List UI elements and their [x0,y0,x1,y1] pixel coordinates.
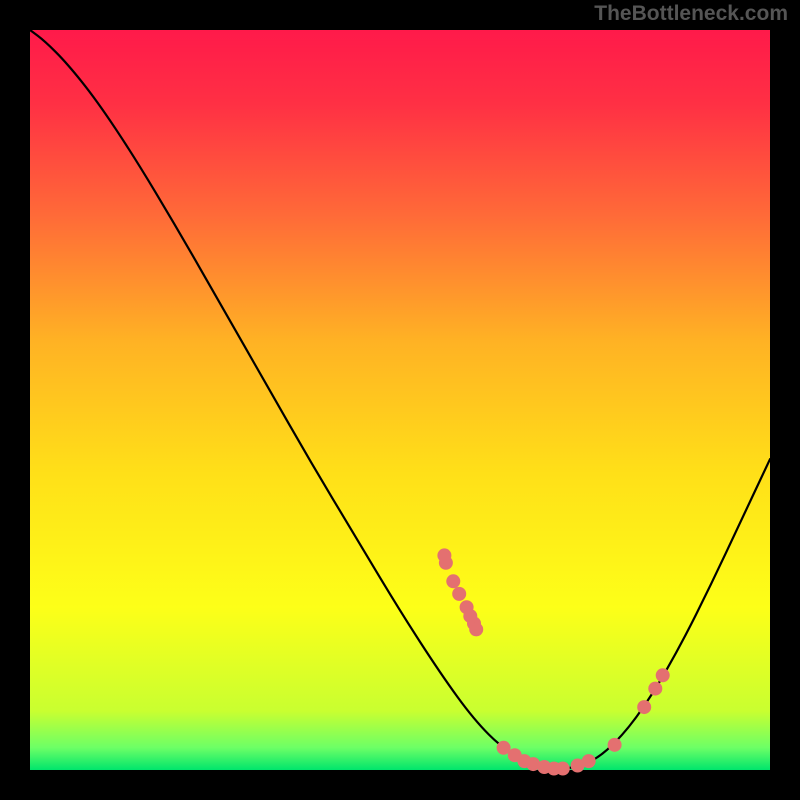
chart-canvas [0,0,800,800]
chart-frame: TheBottleneck.com [0,0,800,800]
watermark-label: TheBottleneck.com [594,2,788,26]
